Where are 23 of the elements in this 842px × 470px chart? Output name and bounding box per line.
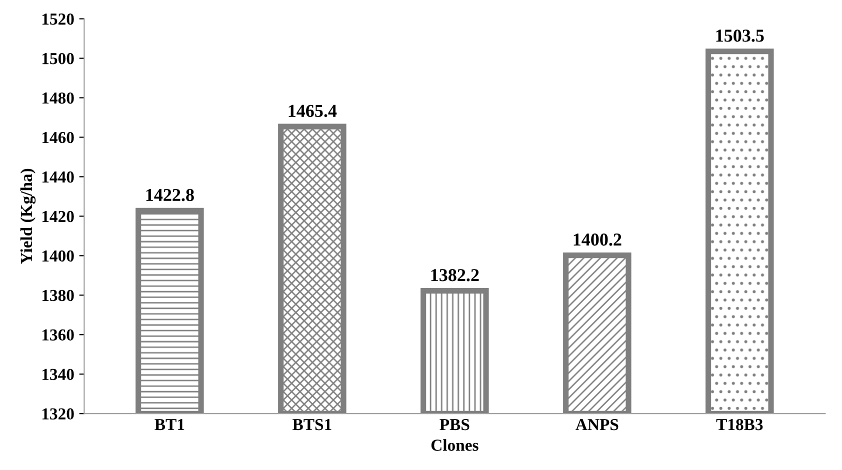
x-tick-label: T18B3: [716, 418, 763, 430]
y-tick-label: 1380: [42, 290, 74, 302]
y-tick-label: 1520: [42, 14, 74, 25]
data-label: 1382.2: [431, 269, 479, 282]
y-tick-label: 1340: [42, 368, 74, 380]
x-axis-title: Clones: [431, 439, 478, 451]
data-label: 1422.8: [146, 188, 194, 202]
x-tick-label: BT1: [154, 419, 184, 430]
y-tick-label: 1440: [42, 171, 74, 183]
x-tick-label: ANPS: [576, 418, 618, 430]
y-tick-label: 1460: [42, 132, 74, 144]
data-label: 1465.4: [288, 104, 337, 118]
y-tick-label: 1420: [42, 210, 74, 222]
data-label: 1503.5: [716, 30, 764, 42]
y-tick-label: 1500: [42, 52, 74, 64]
y-tick-label: 1320: [42, 408, 74, 420]
y-tick-label: 1360: [42, 329, 74, 341]
y-axis-title: Yield (Kg/ha): [20, 168, 36, 264]
data-label: 1400.2: [574, 234, 622, 246]
x-tick-label: BTS1: [292, 418, 332, 430]
x-tick-label: PBS: [440, 418, 470, 430]
y-tick-label: 1480: [42, 92, 74, 104]
y-tick-label: 1400: [42, 250, 74, 262]
